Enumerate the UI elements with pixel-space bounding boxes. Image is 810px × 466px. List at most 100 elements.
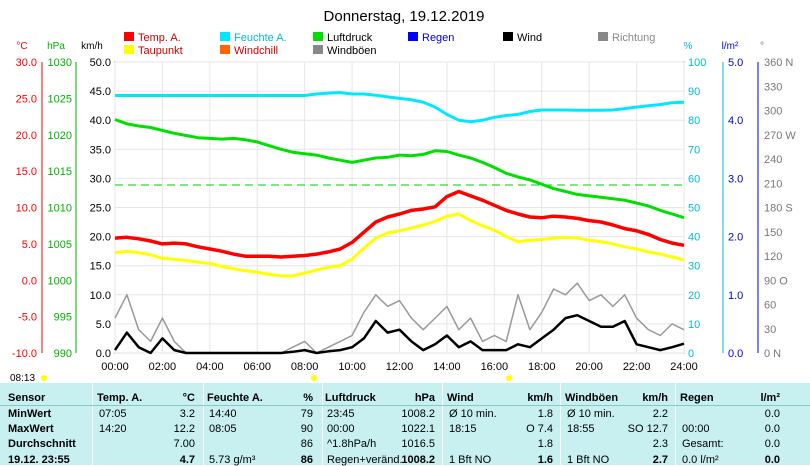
row-label: Durchschnitt: [8, 438, 76, 450]
wind-tick-label: 40.0: [90, 115, 111, 127]
humidity-tick-label: 100: [688, 57, 706, 69]
temp-tick-label: 0.0: [22, 275, 37, 287]
legend-swatch: [124, 32, 134, 41]
cell-label: 14:40: [209, 408, 237, 420]
cell-label: ^1.8hPa/h: [327, 438, 377, 450]
cell-value: 0.0: [764, 438, 780, 450]
cell-value: 2.3: [652, 438, 668, 450]
temp-tick-label: -10.0: [12, 348, 37, 360]
x-tick-label: 16:00: [481, 361, 509, 373]
column-header: Regen: [680, 392, 714, 404]
pressure-unit: hPa: [47, 41, 65, 52]
cell-label: 0.0 l/m²: [682, 454, 719, 466]
column-header: Feuchte A.: [207, 392, 263, 404]
x-tick-label: 02:00: [149, 361, 177, 373]
rain-tick-label: 2.0: [728, 232, 743, 244]
cell-label: Regen+veränd.: [327, 454, 403, 466]
cell-value: 0.0: [764, 454, 780, 466]
temp-unit: °C: [16, 41, 27, 52]
column-header: Windböen: [565, 392, 619, 404]
pressure-tick-label: 1030: [48, 57, 72, 69]
cell-label: 08:05: [209, 423, 237, 435]
column-header: Wind: [447, 392, 474, 404]
cell-label: 00:00: [327, 423, 355, 435]
column-unit: hPa: [414, 392, 435, 404]
cell-value: SO 12.7: [627, 423, 668, 435]
axes: 30.025.020.015.010.05.00.0-5.0-10.010301…: [12, 57, 796, 373]
temp-tick-label: 30.0: [16, 57, 37, 69]
wind-tick-label: 25.0: [90, 203, 111, 215]
direction-tick-label: 300: [764, 106, 782, 118]
legend-swatch: [220, 45, 230, 54]
humidity-tick-label: 30: [688, 261, 700, 273]
column-header: Temp. A.: [97, 392, 143, 404]
cell-value: 4.7: [179, 454, 195, 466]
temp-tick-label: 20.0: [16, 130, 37, 142]
legend-swatch: [313, 32, 323, 41]
pressure-tick-label: 1020: [48, 130, 72, 142]
x-tick-label: 24:00: [670, 361, 698, 373]
temp-tick-label: 15.0: [16, 166, 37, 178]
series-line-temp-a-: [114, 189, 685, 259]
legend-swatch: [408, 32, 418, 41]
rain-tick-label: 5.0: [728, 57, 743, 69]
wind-unit: km/h: [81, 41, 103, 52]
table-row-separator: [0, 405, 810, 406]
series-line-taupunkt: [114, 212, 685, 278]
row-label: MaxWert: [8, 423, 54, 435]
cell-label: 14:20: [99, 423, 127, 435]
cell-label: 18:15: [449, 423, 477, 435]
direction-tick-label: 180 S: [764, 203, 793, 215]
direction-tick-label: 150: [764, 227, 782, 239]
cell-value: 79: [300, 408, 313, 420]
wind-tick-label: 45.0: [90, 86, 111, 98]
cell-value: 0.0: [764, 408, 780, 420]
x-tick-label: 04:00: [196, 361, 224, 373]
cell-label: 00:00: [682, 423, 710, 435]
chart-title: Donnerstag, 19.12.2019: [324, 8, 485, 25]
cell-value: 1.8: [537, 438, 553, 450]
x-tick-label: 10:00: [338, 361, 366, 373]
wind-tick-label: 5.0: [96, 319, 111, 331]
cell-label: Ø 10 min.: [567, 408, 615, 420]
legend-label: Richtung: [612, 32, 655, 44]
direction-tick-label: 330: [764, 81, 782, 93]
direction-tick-label: 60: [764, 300, 776, 312]
legend-swatch: [220, 32, 230, 41]
pressure-tick-label: 1005: [48, 239, 72, 251]
legend-label: Luftdruck: [327, 32, 373, 44]
stats-table: Sensor MinWert MaxWert Durchschnitt 19.12. 2…: [0, 383, 810, 466]
table-column-separator: [560, 383, 561, 465]
humidity-tick-label: 10: [688, 319, 700, 331]
sunset-marker: [506, 375, 512, 381]
table-column-separator: [203, 383, 204, 465]
legend-swatch: [124, 45, 134, 54]
cell-value: 1.8: [537, 408, 553, 420]
legend-label: Regen: [422, 32, 454, 44]
direction-tick-label: 240: [764, 154, 782, 166]
legend-swatch: [503, 32, 513, 41]
cell-label: 23:45: [327, 408, 355, 420]
pressure-tick-label: 1015: [48, 166, 72, 178]
direction-tick-label: 210: [764, 178, 782, 190]
wind-tick-label: 30.0: [90, 173, 111, 185]
cell-value: 1016.5: [401, 438, 435, 450]
cell-value: 7.00: [173, 438, 195, 450]
legend-swatch: [313, 45, 323, 54]
series-line-luftdruck: [114, 118, 685, 220]
rain-tick-label: 1.0: [728, 290, 743, 302]
direction-unit: °: [760, 41, 764, 52]
table-column-separator: [442, 383, 443, 465]
cell-label: Gesamt:: [682, 438, 724, 450]
cell-value: 90: [300, 423, 313, 435]
rain-tick-label: 4.0: [728, 115, 743, 127]
legend-label: Windböen: [327, 45, 377, 57]
table-column-separator: [322, 383, 323, 465]
x-tick-label: 06:00: [243, 361, 271, 373]
cell-value: 86: [300, 438, 313, 450]
column-unit: km/h: [527, 392, 553, 404]
axis-units: °C hPa km/h% l/m² °: [16, 41, 764, 52]
table-column-separator: [675, 383, 676, 465]
cell-value: 1008.2: [401, 454, 435, 466]
legend-label: Temp. A.: [138, 32, 181, 44]
